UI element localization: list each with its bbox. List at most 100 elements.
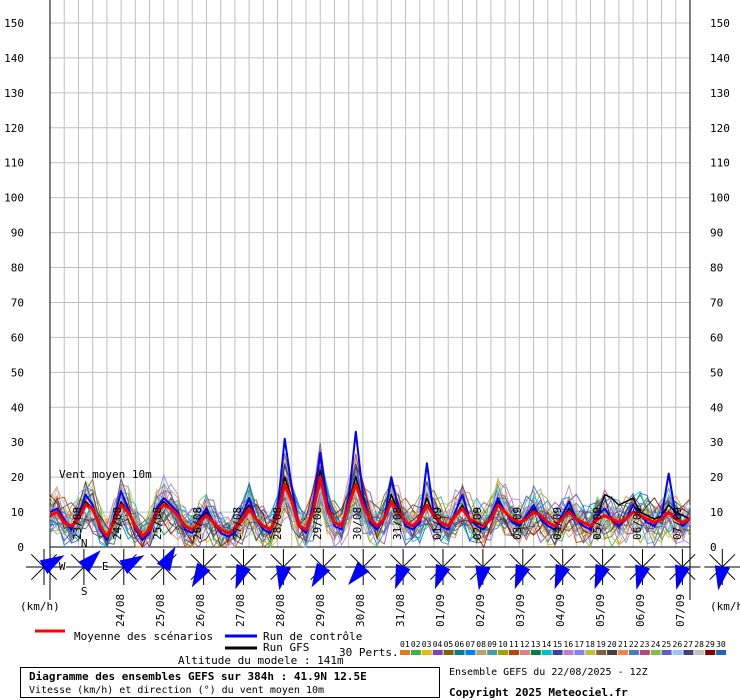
perturbation-legend-swatch bbox=[694, 650, 705, 655]
y-tick-label-right: 150 bbox=[710, 17, 730, 30]
wind-rose-spoke bbox=[429, 553, 444, 568]
y-tick-label-right: 10 bbox=[710, 506, 723, 519]
wind-rose bbox=[544, 549, 581, 590]
y-tick-label-left: 40 bbox=[11, 401, 24, 414]
wind-rose-spoke bbox=[230, 553, 244, 568]
y-tick-label-left: 90 bbox=[11, 227, 24, 240]
y-tick-label-left: 20 bbox=[11, 471, 24, 484]
altitude-label: Altitude du modele : 141m bbox=[178, 654, 344, 667]
wind-rose-spoke bbox=[310, 553, 324, 568]
perturbation-legend-swatch bbox=[465, 650, 476, 655]
perturbation-legend-label: 11 bbox=[509, 640, 519, 649]
wind-rose bbox=[584, 549, 621, 590]
perturbation-legend-swatch bbox=[552, 650, 563, 655]
wind-rose-spoke bbox=[682, 553, 696, 568]
perturbation-legend-label: 14 bbox=[542, 640, 552, 649]
legend-gfs-label: Run GFS bbox=[263, 641, 309, 654]
perturbation-legend-swatch bbox=[661, 650, 672, 655]
date-label-top: 23/08 bbox=[71, 507, 84, 540]
perturbation-legend-label: 17 bbox=[574, 640, 584, 649]
wind-arrow bbox=[635, 564, 651, 590]
perturbation-legend-swatch bbox=[607, 650, 618, 655]
date-label-bottom: 04/09 bbox=[554, 594, 567, 627]
perturbation-legend-label: 09 bbox=[487, 640, 497, 649]
y-tick-label-left: 100 bbox=[4, 192, 24, 205]
unit-right: (km/h) bbox=[710, 600, 740, 613]
date-labels-top: 23/08 24/08 25/08 26/08 27/08 28/08 29/08 30/08… bbox=[71, 507, 684, 540]
wind-arrow bbox=[714, 565, 730, 591]
date-label-bottom: 31/08 bbox=[394, 594, 407, 627]
wind-rose: N S E W bbox=[59, 537, 109, 598]
perturbation-legend-label: 10 bbox=[498, 640, 508, 649]
wind-rose bbox=[624, 549, 661, 590]
wind-rose-spoke bbox=[110, 553, 125, 568]
wind-rose-spoke bbox=[469, 553, 484, 568]
date-label-top: 25/08 bbox=[151, 507, 164, 540]
y-tick-label-right: 20 bbox=[710, 471, 723, 484]
wind-arrow bbox=[594, 563, 611, 590]
wind-rose-spoke bbox=[709, 553, 723, 568]
date-label-bottom: 24/08 bbox=[114, 594, 127, 627]
date-label-bottom: 25/08 bbox=[154, 594, 167, 627]
y-tick-label-left: 130 bbox=[4, 87, 24, 100]
y-tick-label-right: 60 bbox=[710, 331, 723, 344]
wind-rose-spoke bbox=[390, 553, 404, 568]
wind-arrow bbox=[348, 561, 370, 586]
perturbation-legend-label: 13 bbox=[531, 640, 541, 649]
perturbation-legend-label: 28 bbox=[694, 640, 704, 649]
perturbation-legend-label: 30 bbox=[716, 640, 726, 649]
compass-n: N bbox=[81, 537, 88, 550]
perturbation-legend-swatch bbox=[716, 650, 727, 655]
wind-arrow bbox=[156, 546, 176, 572]
wind-arrow bbox=[78, 550, 101, 573]
perturbation-legend-swatch bbox=[519, 650, 530, 655]
perturbation-line bbox=[49, 452, 691, 549]
y-tick-label-right: 140 bbox=[710, 52, 730, 65]
wind-rose-spoke bbox=[30, 553, 45, 568]
perturbation-legend-label: 03 bbox=[422, 640, 432, 649]
date-label-top: 01/09 bbox=[431, 507, 444, 540]
perturbation-legend-label: 15 bbox=[553, 640, 563, 649]
perturbation-legend-swatch bbox=[432, 650, 443, 655]
perturbation-legend-label: 16 bbox=[564, 640, 574, 649]
grid bbox=[49, 0, 691, 600]
perturbation-legend-label: 21 bbox=[618, 640, 628, 649]
perturbation-legend-swatch bbox=[705, 650, 716, 655]
perturbation-legend-label: 20 bbox=[607, 640, 617, 649]
date-label-top: 26/08 bbox=[191, 507, 204, 540]
y-tick-label-left: 140 bbox=[4, 52, 24, 65]
date-label-top: 30/08 bbox=[351, 507, 364, 540]
y-tick-label-left: 120 bbox=[4, 122, 24, 135]
perturbation-legend-label: 02 bbox=[411, 640, 421, 649]
date-label-top: 04/09 bbox=[551, 507, 564, 540]
perturbation-legend-label: 05 bbox=[444, 640, 454, 649]
ensemble-info: Ensemble GEFS du 22/08/2025 - 12Z bbox=[449, 667, 648, 678]
perturbation-legend-swatch bbox=[541, 650, 552, 655]
date-label-bottom: 06/09 bbox=[634, 594, 647, 627]
wind-rose bbox=[385, 549, 422, 590]
wind-arrow bbox=[275, 565, 292, 591]
y-tick-label-left: 60 bbox=[11, 331, 24, 344]
wind-rose-spoke bbox=[203, 553, 217, 568]
y-tick-label-left: 50 bbox=[11, 366, 24, 379]
wind-rose-spoke bbox=[30, 566, 45, 581]
date-label-top: 05/09 bbox=[591, 507, 604, 540]
perturbation-legend-swatch bbox=[639, 650, 650, 655]
y-tick-label-left: 70 bbox=[11, 296, 24, 309]
perturbation-legend-swatch bbox=[454, 650, 465, 655]
perturbation-legend-swatch bbox=[574, 650, 585, 655]
series-line bbox=[49, 430, 691, 541]
y-tick-label-right: 0 bbox=[710, 541, 717, 554]
wind-arrow bbox=[675, 564, 690, 590]
wind-rose-spoke bbox=[629, 553, 643, 568]
y-tick-label-right: 80 bbox=[710, 262, 723, 275]
wind-arrow bbox=[119, 555, 145, 574]
date-label-top: 02/09 bbox=[471, 507, 484, 540]
wind-rose-spoke bbox=[589, 553, 603, 568]
wind-arrow bbox=[554, 563, 571, 590]
title-box: Diagramme des ensembles GEFS sur 384h : … bbox=[20, 667, 440, 698]
perturbation-legend-swatch bbox=[498, 650, 509, 655]
compass-s: S bbox=[81, 585, 88, 598]
perturbation-legend-swatch bbox=[443, 650, 454, 655]
